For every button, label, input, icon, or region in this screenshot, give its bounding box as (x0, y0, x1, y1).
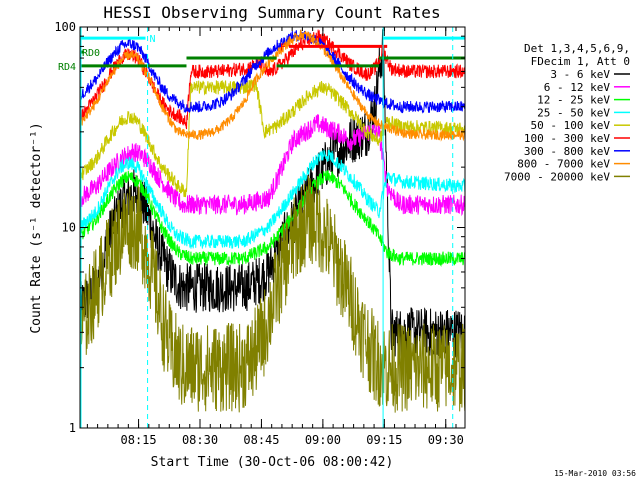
legend-header-line2: FDecim 1, Att 0 (531, 55, 630, 68)
data-layer (80, 29, 465, 413)
legend-label-4: 50 - 100 keV (531, 119, 611, 132)
x-tick-label-0: 08:15 (121, 433, 157, 447)
series-line-7 (80, 29, 465, 142)
y-tick-label-2: 100 (54, 20, 76, 34)
y-axis-label: Count Rate (s⁻¹ detector⁻¹) (29, 122, 44, 333)
legend-label-3: 25 - 50 keV (537, 106, 610, 119)
plot-area: RD0 RD4 F N 1 10 100 08:15 08:30 08:45 09:00 09:15 0… (54, 20, 466, 447)
series-line-2 (80, 170, 465, 268)
y-tick-label-1: 10 (62, 221, 76, 235)
state-bar-label-1: RD4 (58, 62, 76, 73)
series-line-4 (80, 77, 465, 198)
x-tick-label-1: 08:30 (182, 433, 218, 447)
series-line-3 (80, 149, 465, 249)
series-line-6 (80, 29, 465, 114)
state-bar-label-0: RD0 (82, 48, 100, 59)
x-tick-label-3: 09:00 (305, 433, 341, 447)
legend-label-5: 100 - 300 keV (524, 132, 610, 145)
state-bar-label-5: F (280, 42, 286, 53)
legend-label-7: 800 - 7000 keV (517, 158, 610, 171)
x-tick-label-2: 08:45 (243, 433, 279, 447)
legend-label-6: 300 - 800 keV (524, 145, 610, 158)
legend-header-line1: Det 1,3,4,5,6,9, (524, 42, 630, 55)
legend-label-2: 12 - 25 keV (537, 94, 610, 107)
y-tick-label-0: 1 (69, 421, 76, 435)
series-line-8 (80, 175, 465, 413)
x-tick-label-4: 09:15 (366, 433, 402, 447)
chart-title: HESSI Observing Summary Count Rates (103, 3, 440, 22)
x-tick-label-5: 09:30 (428, 433, 464, 447)
legend-label-1: 6 - 12 keV (544, 81, 611, 94)
series-line-0 (80, 29, 465, 358)
state-bar-label-6: N (150, 34, 156, 45)
legend-label-0: 3 - 6 keV (550, 68, 610, 81)
legend-label-8: 7000 - 20000 keV (504, 170, 610, 183)
footer-timestamp: 15-Mar-2010 03:56 (554, 469, 636, 478)
x-axis-label: Start Time (30-Oct-06 08:00:42) (151, 455, 394, 470)
series-line-1 (80, 114, 465, 217)
